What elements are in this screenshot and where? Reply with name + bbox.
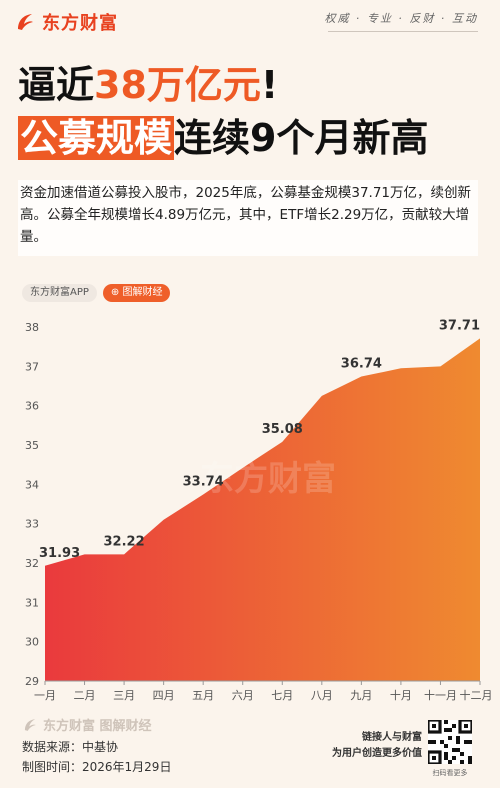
qr-code-icon[interactable] <box>428 720 472 764</box>
footer-logo: 东方财富 图解财经 <box>22 715 152 734</box>
x-tick-label: 一月 <box>34 689 56 702</box>
y-tick-label: 31 <box>25 596 39 609</box>
y-tick-label: 32 <box>25 557 39 570</box>
y-axis: 29 30 31 32 33 34 35 36 37 38 <box>25 321 39 688</box>
slogan: 权威 · 专业 · 反财 · 互动 <box>324 12 478 25</box>
tags: 东方财富APP ⊕ 图解财经 <box>22 284 171 302</box>
y-tick-label: 37 <box>25 360 39 373</box>
headline-2-suffix: 连续9个月新高 <box>174 116 429 160</box>
summary-box: 资金加速借道公募投入股市，2025年底，公募基金规模37.71万亿，续创新高。公… <box>18 180 478 256</box>
x-tick-label: 四月 <box>153 689 175 702</box>
y-tick-label: 29 <box>25 675 39 688</box>
y-tick-label: 36 <box>25 400 39 413</box>
x-tick-label: 八月 <box>311 689 333 702</box>
qr-slogan-2: 为用户创造更多价值 <box>332 748 422 759</box>
x-tick-label: 七月 <box>271 689 293 702</box>
data-labels: 31.93 32.22 33.74 35.08 36.74 37.71 <box>39 318 480 560</box>
data-source: 数据来源：中基协 <box>22 740 119 754</box>
x-tick-label: 五月 <box>192 689 214 702</box>
x-axis: 一月 二月 三月 四月 五月 六月 七月 八月 九月 十月 十一月 十二月 <box>34 680 493 702</box>
slogan-divider <box>328 31 478 32</box>
data-label: 32.22 <box>104 534 145 549</box>
x-tick-label: 二月 <box>74 689 96 702</box>
x-tick-label: 十一月 <box>424 688 457 702</box>
x-tick-label: 十二月 <box>460 688 493 702</box>
headline-1-suffix: ! <box>260 63 279 107</box>
brand-name: 东方财富 <box>42 13 118 34</box>
data-label: 31.93 <box>39 546 80 561</box>
y-tick-label: 35 <box>25 439 39 452</box>
tag-app[interactable]: 东方财富APP <box>22 284 97 302</box>
tag-category-label: 图解财经 <box>122 287 163 298</box>
headline-1-highlight: 38万亿元 <box>94 63 261 107</box>
brand-logo-icon <box>18 14 33 30</box>
qr-slogan-1: 链接人与财富 <box>362 732 422 743</box>
data-label: 36.74 <box>341 357 382 372</box>
watermark-text: 东方财富 <box>200 459 336 499</box>
data-label: 37.71 <box>439 318 480 333</box>
x-tick-label: 九月 <box>350 689 372 702</box>
data-label: 33.74 <box>183 475 224 490</box>
headline-1-prefix: 逼近 <box>18 63 95 107</box>
x-tick-label: 六月 <box>232 689 254 702</box>
qr-caption: 扫码看更多 <box>432 769 468 777</box>
tag-category[interactable]: ⊕ 图解财经 <box>102 284 171 302</box>
x-tick-label: 十月 <box>390 688 412 702</box>
brand[interactable]: 东方财富 <box>14 9 118 35</box>
y-tick-label: 34 <box>25 478 39 491</box>
y-tick-label: 33 <box>25 518 39 531</box>
data-label: 35.08 <box>262 422 303 437</box>
chart-date: 制图时间：2026年1月29日 <box>22 760 172 774</box>
summary-text: 资金加速借道公募投入股市，2025年底，公募基金规模37.71万亿，续创新高。公… <box>20 185 472 245</box>
headline-line-1: 逼近38万亿元! <box>18 62 278 108</box>
headline-2-highlight: 公募规模 <box>18 116 175 160</box>
top-bar: 东方财富 权威 · 专业 · 反财 · 互动 <box>0 0 500 44</box>
y-tick-label: 38 <box>25 321 39 334</box>
headline-line-2: 公募规模连续9个月新高 <box>18 115 428 161</box>
footer-logo-icon <box>24 718 36 731</box>
x-tick-label: 三月 <box>113 689 135 702</box>
area-series <box>45 338 480 681</box>
y-tick-label: 30 <box>25 636 39 649</box>
area-chart: 29 30 31 32 33 34 35 36 37 38 东方财富 一月 二月 三月 四月 五月 六月 七月… <box>25 318 493 702</box>
footer-logo-text: 东方财富 图解财经 <box>43 719 152 734</box>
